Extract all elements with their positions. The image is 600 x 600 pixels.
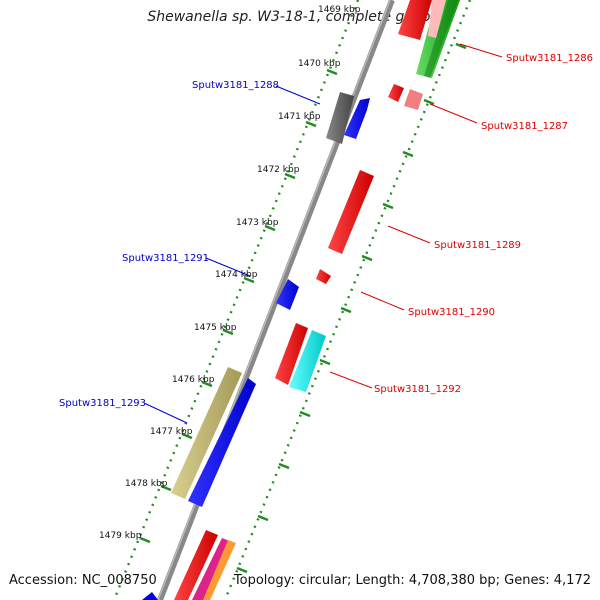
tick-label-1475: 1475 kbp <box>194 323 237 333</box>
accession-text: Accession: NC_008750 <box>9 573 157 588</box>
genome-summary-text: Topology: circular; Length: 4,708,380 bp… <box>233 573 591 588</box>
gene-sputw3181-1289[interactable] <box>328 170 374 254</box>
tick-label-1472: 1472 kbp <box>257 165 300 175</box>
gene-sputw3181-1288-pair[interactable] <box>326 92 370 144</box>
gene-sputw3181-1287[interactable] <box>388 84 423 110</box>
tick-label-1474: 1474 kbp <box>215 270 258 280</box>
tick-label-1479: 1479 kbp <box>99 531 142 541</box>
label-sputw3181-1286[interactable]: Sputw3181_1286 <box>506 53 593 64</box>
tick-marks <box>139 42 467 574</box>
green-feature[interactable] <box>416 0 460 78</box>
label-sputw3181-1291[interactable]: Sputw3181_1291 <box>122 253 209 264</box>
map-title: Shewanella sp. W3-18-1, complete genome <box>147 9 453 25</box>
gene-sputw3181-1292-pair[interactable] <box>275 323 326 392</box>
label-sputw3181-1290[interactable]: Sputw3181_1290 <box>408 307 495 318</box>
tick-label-1477: 1477 kbp <box>150 427 193 437</box>
tick-label-1473: 1473 kbp <box>236 218 279 228</box>
gene-sputw3181-1291[interactable] <box>276 279 299 310</box>
label-leader-lines <box>143 43 503 424</box>
tick-label-1476: 1476 kbp <box>172 375 215 385</box>
gene-sputw3181-1293-pair[interactable] <box>171 367 256 507</box>
gene-sputw3181-1290[interactable] <box>316 269 331 284</box>
label-sputw3181-1287[interactable]: Sputw3181_1287 <box>481 121 568 132</box>
gene-sputw3181-1286[interactable] <box>398 0 446 40</box>
label-sputw3181-1288[interactable]: Sputw3181_1288 <box>192 80 279 91</box>
tick-label-1478: 1478 kbp <box>125 479 168 489</box>
label-sputw3181-1289[interactable]: Sputw3181_1289 <box>434 240 521 251</box>
bottom-features[interactable] <box>142 530 236 600</box>
tick-label-1471: 1471 kbp <box>278 112 321 122</box>
tick-label-1470: 1470 kbp <box>298 59 341 69</box>
label-sputw3181-1292[interactable]: Sputw3181_1292 <box>374 384 461 395</box>
label-sputw3181-1293[interactable]: Sputw3181_1293 <box>59 398 146 409</box>
tick-label-1469: 1469 kbp <box>318 5 361 15</box>
